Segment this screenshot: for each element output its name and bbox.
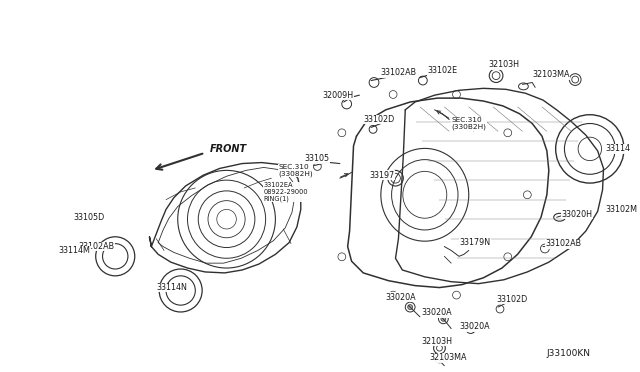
- Text: 33114M: 33114M: [59, 246, 90, 255]
- Text: 32103MA: 32103MA: [429, 353, 467, 362]
- Circle shape: [441, 316, 446, 321]
- Circle shape: [408, 305, 413, 310]
- Text: 33020A: 33020A: [422, 308, 452, 317]
- Text: 33102AB: 33102AB: [545, 239, 581, 248]
- Text: 33102D: 33102D: [496, 295, 527, 304]
- Text: SEC.310
(330B2H): SEC.310 (330B2H): [451, 117, 486, 130]
- Text: 32103H: 32103H: [488, 60, 519, 70]
- Text: 32103MA: 32103MA: [532, 70, 570, 79]
- Text: SEC.310
(33082H): SEC.310 (33082H): [278, 164, 313, 177]
- Text: 33102E: 33102E: [428, 66, 458, 75]
- Text: 33102M: 33102M: [605, 205, 637, 214]
- Text: 33102AB: 33102AB: [381, 68, 417, 77]
- Text: 33114N: 33114N: [156, 283, 187, 292]
- Text: 33102D: 33102D: [364, 115, 394, 124]
- Text: 33179N: 33179N: [459, 238, 490, 247]
- Text: 33020A: 33020A: [459, 322, 490, 331]
- Text: 33020A: 33020A: [386, 293, 417, 302]
- Text: FRONT: FRONT: [210, 144, 247, 154]
- Text: 33114: 33114: [605, 144, 630, 153]
- Text: 33102AB: 33102AB: [78, 242, 115, 251]
- Text: 33020H: 33020H: [561, 210, 593, 219]
- Text: 33105: 33105: [305, 154, 330, 163]
- Text: 33105D: 33105D: [73, 213, 104, 222]
- Text: 33197: 33197: [369, 171, 394, 180]
- Text: 32103H: 32103H: [422, 337, 453, 346]
- Text: J33100KN: J33100KN: [547, 349, 591, 359]
- Text: 33102EA
08922-29000
RING(1): 33102EA 08922-29000 RING(1): [264, 182, 308, 202]
- Text: 32009H: 32009H: [323, 91, 353, 100]
